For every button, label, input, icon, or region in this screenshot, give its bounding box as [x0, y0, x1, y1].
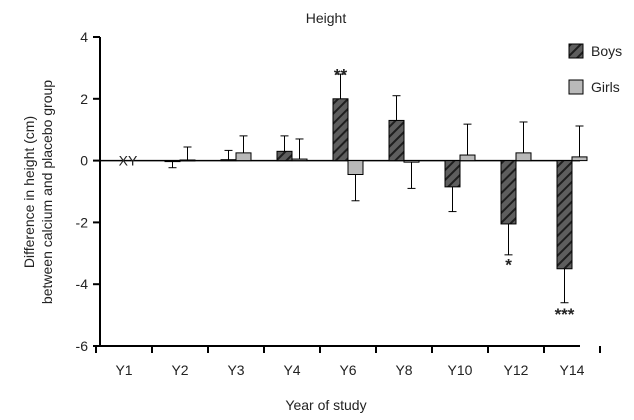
legend-swatch-boys [568, 43, 584, 59]
y-axis-title-line-2: between calcium and placebo group [39, 80, 55, 304]
y-tick-label: 0 [80, 153, 88, 169]
annotation-y12: * [505, 256, 512, 275]
x-tick-label: Y2 [171, 362, 188, 378]
x-tick-label: Y14 [560, 362, 585, 378]
legend: Boys Girls [568, 43, 622, 95]
x-tick-label: Y1 [115, 362, 132, 378]
chart-title: Height [306, 10, 347, 26]
x-tick-label: Y10 [448, 362, 473, 378]
bar-girls-y2 [179, 159, 196, 162]
annotation-y1: XY [119, 153, 138, 169]
bar-boys-y4 [276, 150, 293, 162]
legend-label-girls: Girls [591, 79, 620, 95]
legend-swatch-girls [568, 79, 584, 95]
bar-boys-y3 [220, 159, 237, 162]
y-tick-label: 2 [80, 91, 88, 107]
x-tick-label: Y12 [504, 362, 529, 378]
y-tick-label: 4 [80, 29, 88, 45]
y-tick-label: -4 [76, 276, 89, 292]
bar-boys-y8 [388, 119, 405, 162]
legend-label-boys: Boys [591, 43, 622, 59]
y-tick-label: -2 [76, 214, 89, 230]
y-tick-label: -6 [76, 338, 89, 354]
bar-girls-y12 [515, 152, 532, 162]
bar-boys-y10 [444, 160, 461, 188]
x-tick-label: Y6 [339, 362, 356, 378]
annotation-y6: ** [334, 66, 348, 85]
x-tick-label: Y8 [395, 362, 412, 378]
bar-boys-y2 [164, 160, 181, 163]
bar-girls-y3 [235, 152, 252, 162]
bar-girls-y4 [291, 158, 308, 162]
annotation-y14: *** [555, 305, 575, 324]
x-tick-label: Y3 [227, 362, 244, 378]
bar-boys-y12 [500, 160, 517, 225]
x-tick-label: Y4 [283, 362, 300, 378]
bar-boys-y14 [556, 160, 573, 270]
bar-girls-y8 [403, 160, 420, 163]
bar-girls-y10 [459, 154, 476, 162]
y-axis-title-line-1: Difference in height (cm) [21, 116, 37, 268]
bar-girls-y6 [347, 160, 364, 176]
bar-girls-y14 [571, 156, 588, 162]
y-axis-title: Difference in height (cm) between calciu… [21, 80, 55, 304]
bar-boys-y6 [332, 98, 349, 162]
x-axis-title: Year of study [285, 397, 366, 413]
